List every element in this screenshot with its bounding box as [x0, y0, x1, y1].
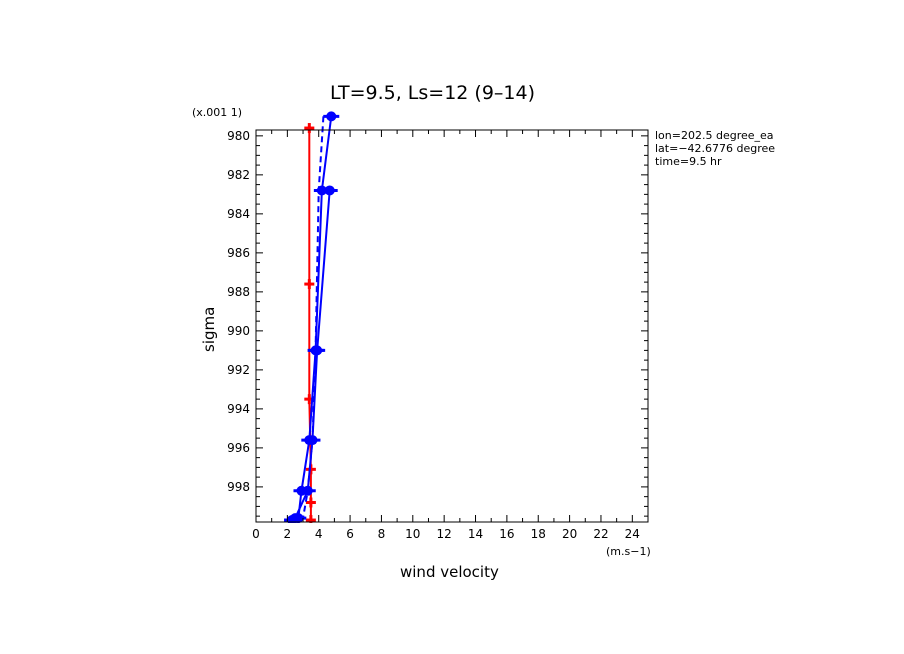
- x-tick-label: 2: [284, 527, 292, 541]
- y-tick-label: 994: [227, 402, 250, 416]
- y-tick-label: 996: [227, 441, 250, 455]
- series-3-point: [307, 345, 324, 356]
- series-3-point: [323, 111, 340, 122]
- y-axis-label: sigma: [200, 307, 218, 352]
- series-0-point: [304, 279, 315, 290]
- info-line-time: time=9.5 hr: [655, 155, 722, 168]
- y-scale-label: (x.001 1): [192, 106, 242, 119]
- x-tick-label: 16: [499, 527, 514, 541]
- x-tick-label: 18: [531, 527, 546, 541]
- series-0-point: [305, 497, 316, 508]
- x-tick-label: 14: [468, 527, 483, 541]
- x-tick-label: 6: [346, 527, 354, 541]
- info-line-lat: lat=−42.6776 degree: [655, 142, 775, 155]
- y-tick-label: 980: [227, 129, 250, 143]
- y-tick-label: 998: [227, 480, 250, 494]
- x-tick-label: 22: [593, 527, 608, 541]
- series-0-point: [305, 515, 316, 523]
- x-tick-label: 8: [378, 527, 386, 541]
- x-unit-label: (m.s−1): [606, 545, 651, 558]
- tick-layer: 0 2 4 6 8 10 12 14 16 18 20 22 249809829849869889909…: [227, 129, 648, 541]
- y-tick-label: 988: [227, 285, 250, 299]
- y-tick-label: 990: [227, 324, 250, 338]
- y-tick-label: 986: [227, 246, 250, 260]
- x-tick-label: 10: [405, 527, 420, 541]
- series-line-2: [302, 116, 325, 519]
- series-3-point: [301, 435, 318, 446]
- y-tick-label: 992: [227, 363, 250, 377]
- x-tick-label: 0: [252, 527, 260, 541]
- x-tick-label: 4: [315, 527, 323, 541]
- y-tick-label: 982: [227, 168, 250, 182]
- series-3-point: [313, 185, 330, 196]
- series-3-point: [290, 513, 307, 523]
- y-tick-label: 984: [227, 207, 250, 221]
- series-layer: [284, 111, 340, 523]
- chart-title: LT=9.5, Ls=12 (9–14): [330, 82, 535, 104]
- series-3-point: [293, 485, 310, 496]
- x-tick-label: 12: [437, 527, 452, 541]
- series-0-point: [304, 123, 315, 134]
- plot-frame: [255, 129, 649, 523]
- x-tick-label: 24: [625, 527, 640, 541]
- x-tick-label: 20: [562, 527, 577, 541]
- x-axis-label: wind velocity: [400, 563, 499, 581]
- info-line-lon: lon=202.5 degree_ea: [655, 129, 774, 142]
